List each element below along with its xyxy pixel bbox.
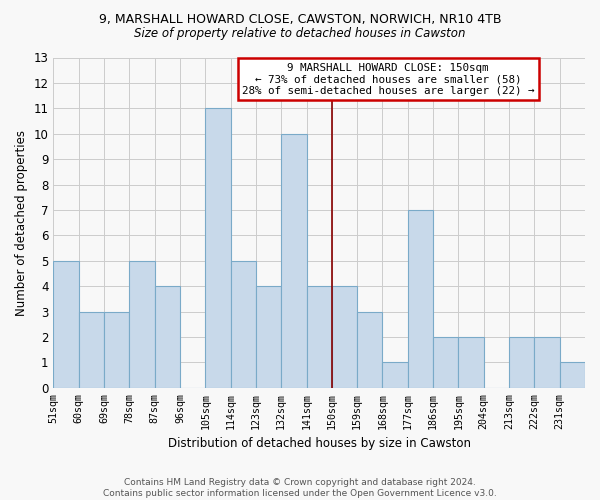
Bar bbox=[230, 261, 256, 388]
Text: Size of property relative to detached houses in Cawston: Size of property relative to detached ho… bbox=[134, 28, 466, 40]
Bar bbox=[104, 312, 130, 388]
Bar bbox=[509, 337, 535, 388]
Bar bbox=[458, 337, 484, 388]
Bar bbox=[130, 261, 155, 388]
Bar bbox=[281, 134, 307, 388]
Bar bbox=[535, 337, 560, 388]
X-axis label: Distribution of detached houses by size in Cawston: Distribution of detached houses by size … bbox=[168, 437, 471, 450]
Bar bbox=[256, 286, 281, 388]
Bar bbox=[357, 312, 382, 388]
Text: Contains HM Land Registry data © Crown copyright and database right 2024.
Contai: Contains HM Land Registry data © Crown c… bbox=[103, 478, 497, 498]
Bar bbox=[433, 337, 458, 388]
Text: 9 MARSHALL HOWARD CLOSE: 150sqm
← 73% of detached houses are smaller (58)
28% of: 9 MARSHALL HOWARD CLOSE: 150sqm ← 73% of… bbox=[242, 62, 535, 96]
Bar bbox=[79, 312, 104, 388]
Y-axis label: Number of detached properties: Number of detached properties bbox=[15, 130, 28, 316]
Bar bbox=[332, 286, 357, 388]
Bar bbox=[382, 362, 408, 388]
Bar bbox=[408, 210, 433, 388]
Bar bbox=[205, 108, 230, 388]
Bar bbox=[560, 362, 585, 388]
Bar bbox=[307, 286, 332, 388]
Bar bbox=[155, 286, 180, 388]
Text: 9, MARSHALL HOWARD CLOSE, CAWSTON, NORWICH, NR10 4TB: 9, MARSHALL HOWARD CLOSE, CAWSTON, NORWI… bbox=[99, 12, 501, 26]
Bar bbox=[53, 261, 79, 388]
